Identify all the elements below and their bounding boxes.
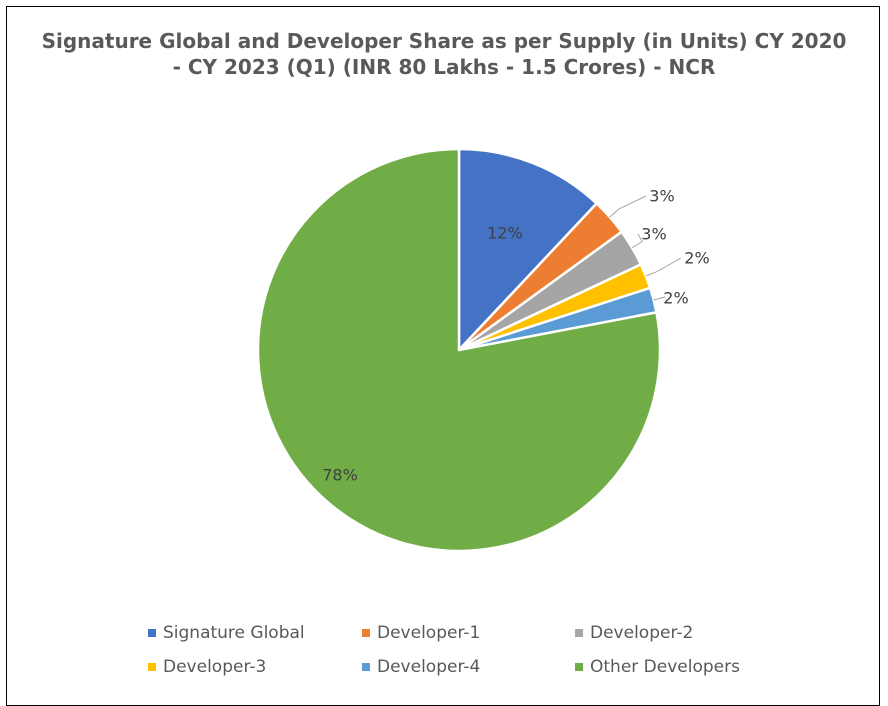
data-label: 3% xyxy=(649,187,674,206)
data-label: 12% xyxy=(487,224,523,243)
data-label: 3% xyxy=(641,225,666,244)
data-label: 2% xyxy=(684,249,709,268)
leader-line xyxy=(609,195,647,218)
leader-line xyxy=(631,233,643,249)
data-label: 2% xyxy=(663,289,688,308)
pie-chart: 12% 3% 3% 2% 2% 78% xyxy=(256,147,710,553)
data-label: 78% xyxy=(322,466,358,485)
leader-line xyxy=(653,296,666,301)
leader-line xyxy=(645,257,682,277)
pie-slice-other-developers xyxy=(256,147,662,553)
chart-title-line-2: - CY 2023 (Q1) (INR 80 Lakhs - 1.5 Crore… xyxy=(172,55,716,79)
pie-slice-signature-global xyxy=(457,147,598,352)
chart-title: Signature Global and Developer Share as … xyxy=(0,28,888,80)
chart-title-line-1: Signature Global and Developer Share as … xyxy=(41,29,847,53)
